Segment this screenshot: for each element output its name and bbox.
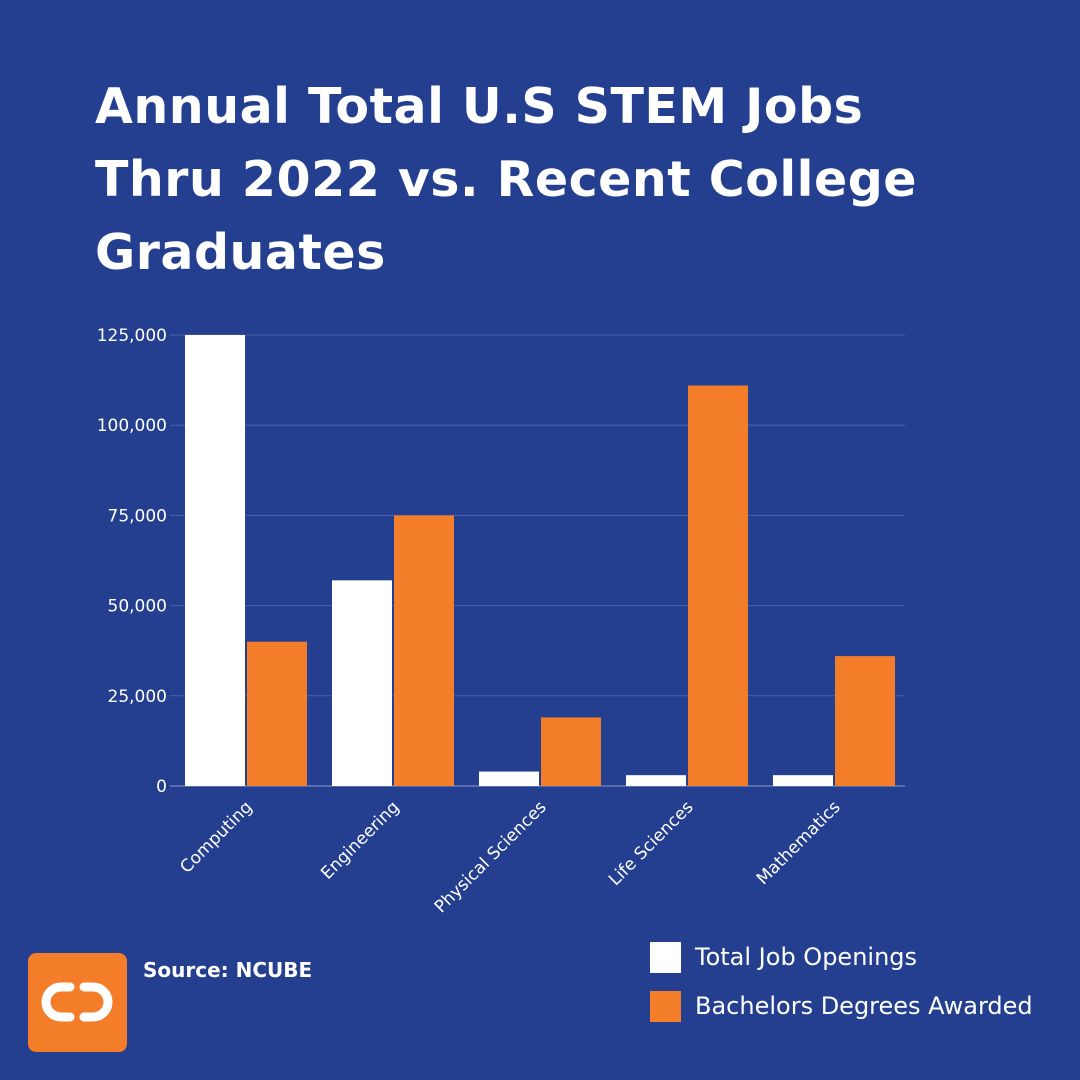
x-axis-ticks: Computing Engineering Physical Sciences Lif… [176, 797, 844, 917]
legend-swatch-orange [650, 990, 681, 1022]
x-tick-label: Mathematics [753, 797, 845, 889]
bar-bachelors-degrees-engineering [394, 515, 454, 786]
legend-label: Total Job Openings [695, 943, 918, 971]
x-tick-label: Physical Sciences [431, 797, 551, 917]
y-tick-label: 75,000 [108, 506, 167, 526]
y-tick-label: 50,000 [108, 597, 167, 617]
bar-bachelors-degrees-physical-sciences [541, 717, 601, 786]
bar-bachelors-degrees-computing [247, 641, 307, 786]
legend-item-total-job-openings: Total Job Openings [650, 941, 917, 973]
y-tick-label: 100,000 [97, 416, 167, 436]
chart-title: Annual Total U.S STEM Jobs Thru 2022 vs.… [95, 78, 917, 281]
bar-total-job-openings-physical-sciences [479, 771, 539, 786]
cd-logo-icon [28, 953, 127, 1052]
y-tick-label: 125,000 [97, 326, 167, 346]
bar-chart: 0 25,000 50,000 75,000 100,000 125,000 Comput… [97, 326, 905, 917]
y-axis-ticks: 0 25,000 50,000 75,000 100,000 125,000 [97, 326, 167, 797]
bar-total-job-openings-engineering [332, 580, 392, 786]
y-tick-label: 0 [156, 777, 167, 797]
bar-total-job-openings-mathematics [773, 775, 833, 786]
x-tick-label: Computing [176, 797, 256, 877]
x-tick-label: Life Sciences [605, 797, 698, 890]
source-note: Source: NCUBE [143, 958, 313, 982]
y-tick-label: 25,000 [108, 687, 167, 707]
bar-bachelors-degrees-life-sciences [688, 385, 748, 786]
legend-label: Bachelors Degrees Awarded [695, 992, 1033, 1020]
bar-bachelors-degrees-mathematics [835, 656, 895, 786]
x-tick-label: Engineering [317, 797, 403, 883]
legend-swatch-white [650, 941, 681, 973]
legend-item-bachelors-degrees-awarded: Bachelors Degrees Awarded [650, 990, 1033, 1022]
bars [185, 335, 895, 786]
bar-total-job-openings-life-sciences [626, 775, 686, 786]
bar-total-job-openings-computing [185, 335, 245, 786]
